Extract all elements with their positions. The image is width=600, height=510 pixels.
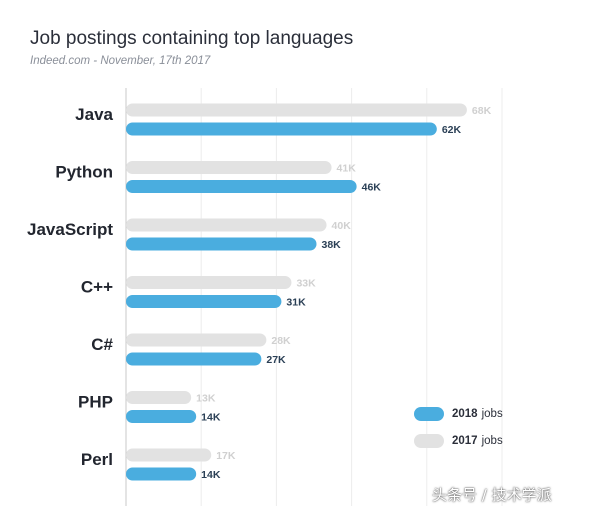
bar-2017-cpp [126, 276, 292, 289]
category-label-cpp: C++ [81, 278, 113, 297]
category-label-php: PHP [78, 393, 113, 412]
chart-subtitle: Indeed.com - November, 17th 2017 [30, 55, 211, 67]
category-label-perl: Perl [81, 450, 113, 469]
bar-2018-python [126, 180, 357, 193]
bar-2017-perl [126, 448, 212, 462]
legend-swatch-2017 [414, 434, 444, 448]
bar-2018-php [126, 410, 197, 423]
data-label-2017-java: 68K [472, 105, 492, 117]
legend-swatch-2018 [414, 407, 444, 421]
data-label-2018-cpp: 31K [286, 297, 306, 309]
bar-2017-php [126, 391, 192, 404]
category-label-javascript: JavaScript [27, 220, 113, 239]
data-label-2017-csharp: 28K [271, 335, 291, 347]
legend-suffix-2017: jobs [481, 435, 503, 447]
bar-2017-java [126, 103, 467, 117]
chart-title: Job postings containing top languages [30, 28, 354, 49]
data-label-2018-php: 14K [201, 412, 221, 424]
data-label-2018-perl: 14K [201, 469, 221, 481]
watermark: 头条号 / 技术学派 [432, 486, 552, 504]
data-label-2017-cpp: 33K [296, 278, 316, 290]
bar-2017-javascript [126, 218, 327, 232]
bar-2018-cpp [126, 295, 282, 308]
data-label-2018-csharp: 27K [266, 354, 286, 366]
data-label-2017-python: 41K [337, 163, 357, 175]
legend-item-2017: 2017 jobs [414, 434, 503, 448]
bar-2017-csharp [126, 333, 267, 347]
data-label-2018-javascript: 38K [322, 239, 342, 251]
category-label-python: Python [55, 163, 113, 182]
category-label-java: Java [75, 105, 113, 124]
bar-2018-java [126, 122, 437, 136]
legend-label-2018: 2018 [452, 408, 478, 420]
legend-item-2018: 2018 jobs [414, 407, 503, 421]
bar-2018-perl [126, 467, 197, 481]
data-label-2017-perl: 17K [216, 450, 236, 462]
data-label-2018-java: 62K [442, 124, 462, 136]
data-label-2017-javascript: 40K [332, 220, 352, 232]
bar-2018-javascript [126, 237, 317, 251]
data-label-2017-php: 13K [196, 393, 216, 405]
bar-2018-csharp [126, 352, 262, 366]
legend-label-2017: 2017 [452, 435, 478, 447]
legend-suffix-2018: jobs [481, 408, 503, 420]
data-label-2018-python: 46K [362, 182, 382, 194]
category-label-csharp: C# [91, 335, 113, 354]
bar-2017-python [126, 161, 332, 174]
